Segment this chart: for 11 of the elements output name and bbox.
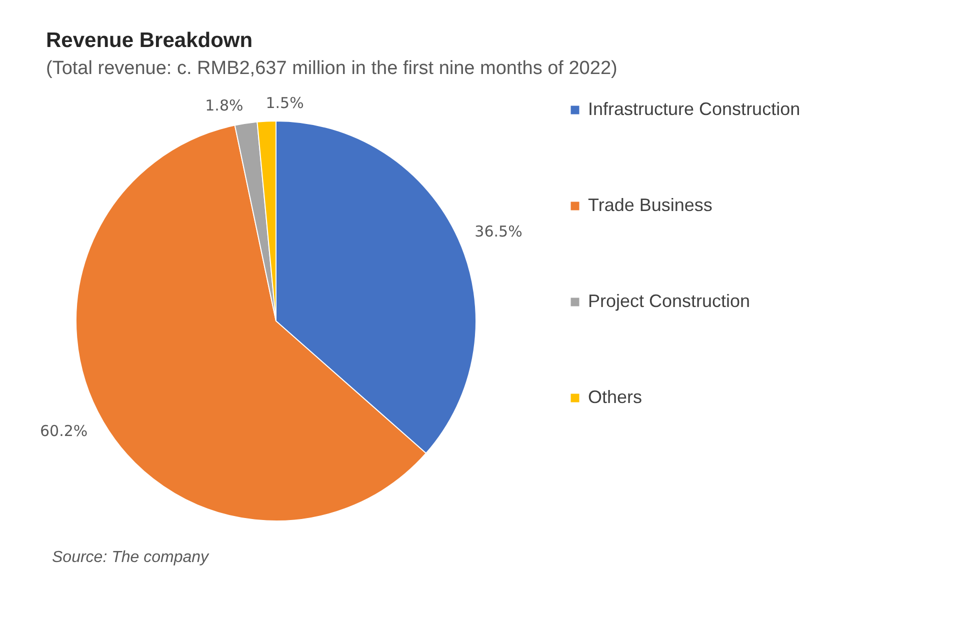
chart-subtitle: (Total revenue: c. RMB2,637 million in the first nine months of 2022) <box>46 58 618 80</box>
legend-label: Infrastructure Construction <box>588 99 800 119</box>
legend-label: Project Construction <box>588 291 750 311</box>
legend-label: Trade Business <box>588 195 712 215</box>
data-label: 36.5% <box>474 222 522 240</box>
data-label: 60.2% <box>40 422 88 440</box>
data-label: 1.8% <box>205 96 244 114</box>
data-label: 1.5% <box>266 94 304 112</box>
legend-label: Others <box>588 387 642 407</box>
source-note: Source: The company <box>52 549 210 567</box>
chart-title: Revenue Breakdown <box>46 29 253 52</box>
